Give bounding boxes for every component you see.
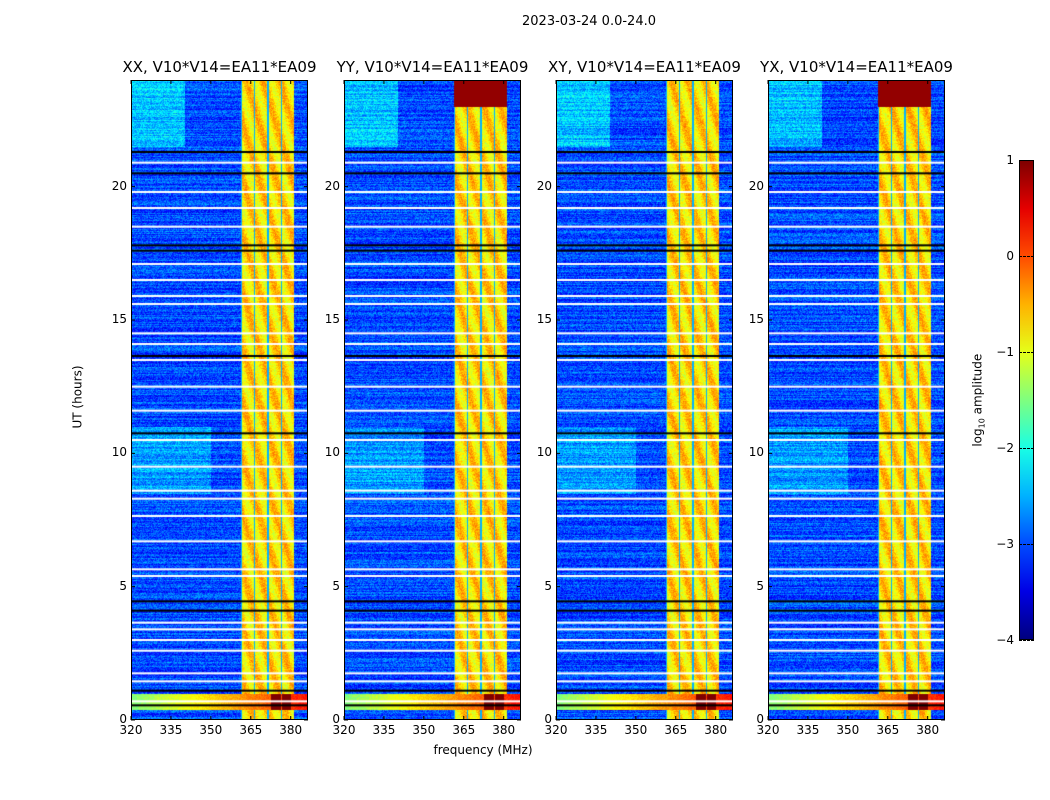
colorbar-tick-label: 1 [1006,153,1014,167]
axes-border [556,80,733,720]
y-tick-label: 20 [111,178,127,193]
x-tick-label: 380 [704,723,728,737]
panel-xx: XX, V10*V14=EA11*EA09 320 335 350 365 380 0 5 10… [112,58,317,737]
y-tick-label: 0 [756,712,764,726]
axes-frame [343,80,521,721]
y-axis-label: UT (hours) [70,365,85,429]
heatmap-image [344,80,521,720]
colorbar-tick-mark [1019,352,1034,353]
y-tick-label: 15 [324,312,340,326]
y-tick-label: 10 [111,445,127,460]
x-tick-label: 320 [756,723,780,737]
x-tick-label: 350 [412,723,436,737]
colorbar-label: log10 amplitude [970,353,987,447]
panel-yx: YX, V10*V14=EA11*EA09 320 335 350 365 380 0 5 10… [749,58,953,737]
x-tick-label: 380 [916,723,940,737]
panel-title: XX, V10*V14=EA11*EA09 [122,58,317,76]
x-tick-label: 380 [279,723,303,737]
x-tick-label: 335 [372,723,396,737]
axes-border [344,80,521,720]
x-tick-label: 365 [876,723,900,737]
y-tick-label: 20 [748,178,764,193]
colorbar-tick-mark [1019,256,1034,257]
y-tick-label: 5 [119,578,127,593]
y-tick-label: 15 [536,312,552,326]
colorbar-tick-label: −2 [996,441,1014,455]
axes-frame [130,80,308,721]
panel-yy: YY, V10*V14=EA11*EA09 320 335 350 365 380 0 5 10… [325,58,529,737]
y-tick-label: 5 [756,578,764,593]
x-tick-label: 320 [544,723,568,737]
panel-title: YY, V10*V14=EA11*EA09 [336,58,529,76]
axes-border [768,80,945,720]
x-tick-label: 365 [452,723,476,737]
x-tick-label: 335 [584,723,608,737]
colorbar-tick-label: 0 [1006,249,1014,263]
y-tick-label: 0 [332,712,340,726]
y-tick-label: 10 [536,445,552,460]
panel-xy: XY, V10*V14=EA11*EA09 320 335 350 365 380 0 5 10… [537,58,741,737]
y-tick-label: 20 [324,178,340,193]
colorbar-tick-mark [1019,640,1034,641]
y-tick-label: 10 [748,445,764,460]
x-tick-label: 365 [664,723,688,737]
x-axis-label: frequency (MHz) [433,743,533,757]
x-tick-label: 365 [239,723,263,737]
axes-frame [555,80,733,721]
y-tick-label: 0 [544,712,552,726]
x-tick-label: 350 [199,723,223,737]
y-tick-label: 5 [332,578,340,593]
panel-title: XY, V10*V14=EA11*EA09 [548,58,741,76]
y-tick-label: 5 [544,578,552,593]
y-tick-label: 0 [119,712,127,726]
x-tick-label: 380 [492,723,516,737]
y-tick-label: 15 [748,312,764,326]
x-tick-label: 335 [159,723,183,737]
y-tick-label: 10 [324,445,340,460]
colorbar-tick-label: −3 [996,537,1014,551]
heatmap-image [768,80,945,720]
heatmap-image [131,80,308,720]
colorbar-tick-label: −4 [996,633,1014,647]
axes-border [131,80,308,720]
colorbar-tick-label: −1 [996,345,1014,359]
colorbar-tick-mark [1019,544,1034,545]
figure-title: 2023-03-24 0.0-24.0 [522,14,656,29]
x-tick-label: 320 [119,723,143,737]
heatmap-image [556,80,733,720]
colorbar [1019,160,1034,640]
x-tick-label: 350 [624,723,648,737]
x-tick-label: 320 [332,723,356,737]
axes-frame [767,80,945,721]
y-tick-label: 15 [111,312,127,326]
y-tick-label: 20 [536,178,552,193]
panel-title: YX, V10*V14=EA11*EA09 [760,58,953,76]
colorbar-tick-mark [1019,160,1034,161]
colorbar-tick-mark [1019,448,1034,449]
x-tick-label: 350 [836,723,860,737]
x-tick-label: 335 [796,723,820,737]
